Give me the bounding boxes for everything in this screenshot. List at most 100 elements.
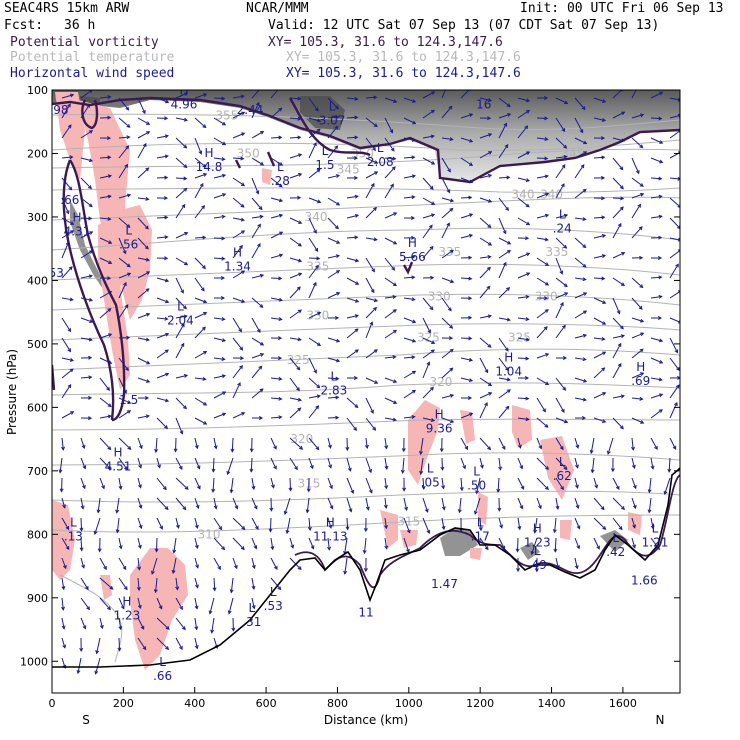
extremum-type: H bbox=[72, 211, 81, 225]
wind-arrow bbox=[479, 437, 492, 451]
wind-arrow bbox=[289, 173, 303, 179]
wind-arrow bbox=[194, 117, 207, 129]
x-axis-end-right: N bbox=[656, 713, 665, 727]
wind-arrow bbox=[61, 103, 71, 119]
wind-arrow bbox=[441, 348, 454, 359]
theta-label: 335 bbox=[438, 245, 461, 259]
wind-arrow bbox=[270, 376, 283, 381]
wind-arrow bbox=[517, 151, 531, 159]
wind-arrow bbox=[574, 117, 584, 134]
wind-arrow bbox=[232, 337, 244, 351]
wind-arrow bbox=[403, 195, 416, 200]
wind-arrow bbox=[175, 397, 187, 410]
wind-arrow bbox=[650, 337, 664, 343]
wind-arrow bbox=[498, 237, 512, 245]
wind-arrow bbox=[251, 477, 256, 491]
wind-arrow bbox=[232, 177, 246, 187]
extremum-value: 4.51 bbox=[105, 459, 132, 473]
wind-arrow bbox=[422, 275, 435, 280]
wind-arrow bbox=[460, 296, 473, 301]
wind-arrow bbox=[270, 557, 278, 571]
wind-arrow bbox=[441, 393, 455, 399]
wind-arrow bbox=[593, 477, 599, 489]
wind-arrow bbox=[289, 309, 302, 319]
wind-arrow bbox=[118, 410, 132, 419]
y-tick-label: 800 bbox=[27, 528, 48, 541]
wind-arrow bbox=[593, 117, 607, 122]
wind-arrow bbox=[479, 402, 488, 419]
wind-arrow bbox=[61, 537, 70, 551]
wind-arrow bbox=[553, 537, 558, 553]
wind-arrow bbox=[80, 457, 87, 470]
extremum-value: 1.23 bbox=[114, 609, 141, 623]
wind-arrow bbox=[441, 367, 454, 379]
wind-arrow bbox=[232, 382, 241, 399]
pv-shading-fold bbox=[70, 200, 114, 300]
wind-arrow bbox=[536, 192, 550, 199]
wind-arrow bbox=[99, 377, 110, 391]
theta-label: 330 bbox=[535, 289, 558, 303]
wind-arrow bbox=[650, 176, 663, 181]
wind-arrow bbox=[175, 92, 189, 99]
y-tick-label: 500 bbox=[27, 338, 48, 351]
wind-arrow bbox=[156, 196, 169, 201]
wind-arrow bbox=[647, 477, 652, 494]
wind-arrow bbox=[650, 235, 663, 240]
wind-arrow bbox=[536, 417, 549, 428]
wind-arrow bbox=[175, 277, 184, 294]
wind-arrow bbox=[156, 617, 170, 630]
wind-arrow bbox=[289, 135, 302, 140]
wind-arrow bbox=[99, 477, 105, 490]
wind-arrow bbox=[574, 457, 579, 469]
wind-arrow bbox=[194, 326, 206, 339]
wind-arrow bbox=[631, 417, 645, 424]
extremum-value: 2.04 bbox=[167, 314, 194, 328]
x-tick-label: 1200 bbox=[466, 697, 494, 710]
valid-time: Valid: 12 UTC Sat 07 Sep 13 (07 CDT Sat … bbox=[268, 18, 660, 33]
wind-arrow bbox=[226, 457, 234, 476]
wind-arrow bbox=[99, 597, 111, 611]
wind-arrow bbox=[669, 97, 680, 102]
wind-arrow bbox=[175, 157, 188, 169]
wind-arrow bbox=[156, 116, 169, 121]
wind-arrow bbox=[384, 183, 394, 199]
wind-arrow bbox=[99, 617, 104, 630]
wind-arrow bbox=[156, 457, 161, 469]
extremum-value: 14.8 bbox=[196, 160, 223, 174]
wind-arrow bbox=[441, 336, 454, 341]
wind-arrow bbox=[346, 175, 359, 180]
wind-arrow bbox=[156, 477, 167, 491]
wind-arrow bbox=[80, 557, 86, 569]
wind-arrow bbox=[498, 357, 509, 372]
wind-arrow bbox=[175, 457, 183, 470]
theta-contours bbox=[52, 113, 680, 663]
wind-arrow bbox=[80, 497, 85, 510]
wind-arrow bbox=[232, 270, 246, 279]
wind-arrow bbox=[612, 137, 626, 143]
wind-arrow bbox=[283, 497, 291, 515]
wind-arrow bbox=[593, 196, 606, 201]
wind-arrow bbox=[498, 457, 503, 471]
wind-arrow bbox=[631, 317, 645, 323]
extremum-type: H bbox=[180, 84, 189, 98]
wind-arrow bbox=[574, 164, 585, 179]
extremum-type: H bbox=[204, 146, 213, 160]
wind-arrow bbox=[555, 477, 564, 491]
wind-arrow bbox=[631, 332, 645, 339]
wind-arrow bbox=[175, 203, 186, 219]
extremum-value: .56 bbox=[119, 237, 138, 251]
wind-arrow bbox=[156, 175, 169, 180]
wind-arrow bbox=[194, 311, 208, 319]
extremum-type: H bbox=[113, 445, 122, 459]
wind-arrow bbox=[270, 107, 283, 119]
y-tick-label: 300 bbox=[27, 211, 48, 224]
wind-arrow bbox=[403, 155, 416, 160]
wind-arrow bbox=[593, 351, 607, 359]
wind-arrow bbox=[365, 182, 375, 199]
wind-arrow bbox=[346, 235, 359, 240]
wind-arrow bbox=[631, 297, 643, 310]
wind-arrow bbox=[118, 357, 129, 372]
wind-arrow bbox=[574, 217, 587, 221]
wind-arrow bbox=[270, 90, 279, 99]
